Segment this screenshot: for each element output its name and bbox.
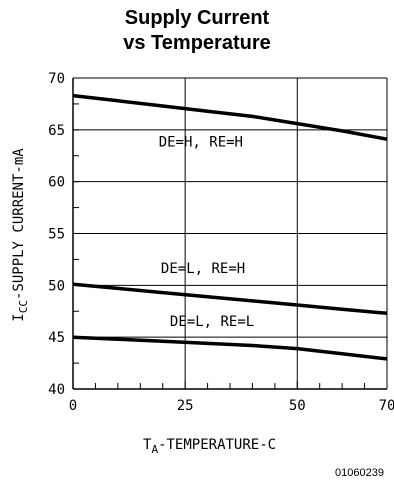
x-tick-label-50: 50 — [289, 398, 306, 414]
series-line-1 — [72, 93, 388, 141]
y-tick-label-55: 55 — [48, 227, 65, 243]
x-tick-label-70: 70 — [379, 398, 394, 414]
chart-title-line-2: vs Temperature — [123, 32, 271, 54]
y-axis-label-main: I — [11, 313, 27, 321]
series-layer — [72, 93, 388, 361]
series-line-3 — [72, 335, 388, 361]
y-axis-label-sub: CC — [17, 300, 30, 313]
x-axis-label-rest: -TEMPERATURE-C — [158, 437, 276, 453]
y-tick-label-40: 40 — [48, 382, 65, 398]
x-tick-label-0: 0 — [69, 398, 77, 414]
y-tick-label-45: 45 — [48, 330, 65, 346]
series-label-3: DE=L, RE=L — [170, 314, 254, 330]
y-tick-label-60: 60 — [48, 175, 65, 191]
y-tick-label-65: 65 — [48, 123, 65, 139]
y-axis-label-rest: -SUPPLY CURRENT-mA — [11, 148, 27, 300]
x-axis-label: TA-TEMPERATURE-C — [143, 437, 276, 456]
labels-layer: 40 45 50 55 60 65 70 0 25 50 70 DE=H, RE=H DE=L, RE=… — [48, 71, 394, 414]
chart-title-line-1: Supply Current — [124, 7, 270, 29]
grid-layer — [73, 78, 387, 389]
y-tick-label-50: 50 — [48, 278, 65, 294]
series-label-2: DE=L, RE=H — [161, 261, 245, 277]
figure-id: 01060239 — [335, 467, 384, 479]
ticks-layer — [72, 77, 388, 390]
x-tick-label-25: 25 — [177, 398, 194, 414]
series-label-1: DE=H, RE=H — [159, 134, 243, 150]
y-tick-label-70: 70 — [48, 71, 65, 87]
series-line-2 — [72, 282, 388, 316]
x-axis-label-main: T — [143, 437, 152, 453]
x-axis-label-sub: A — [151, 443, 158, 456]
y-axis-label: ICC-SUPPLY CURRENT-mA — [11, 148, 30, 322]
